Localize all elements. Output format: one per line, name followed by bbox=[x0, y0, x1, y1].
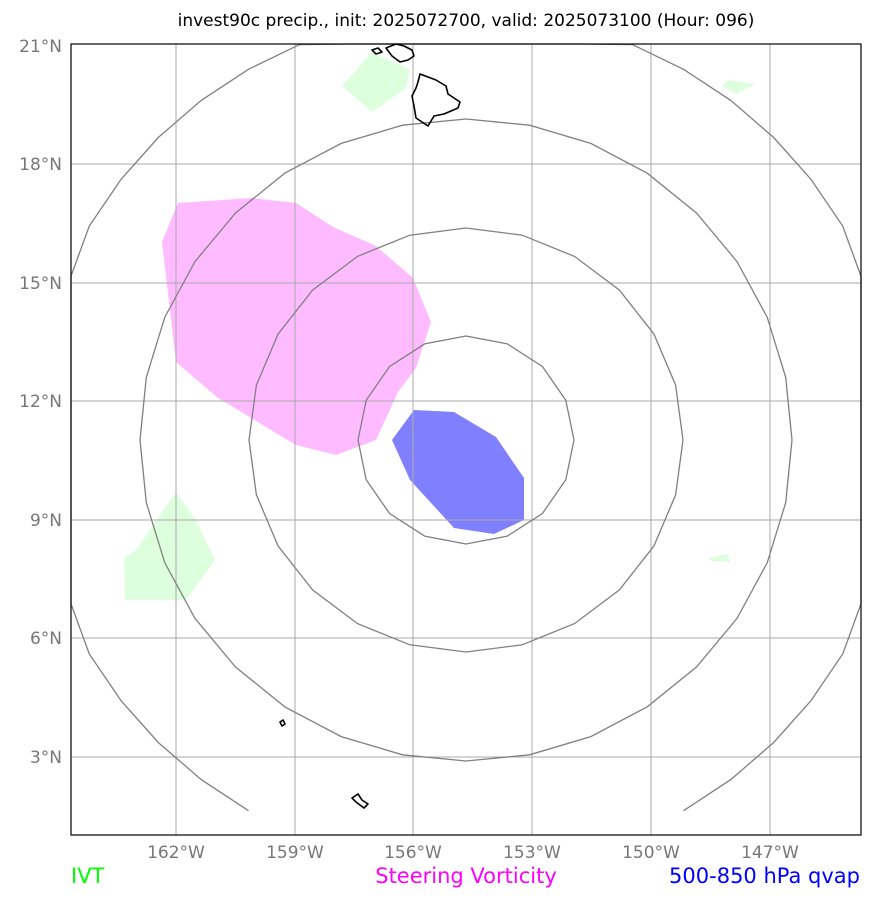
small-atoll-south bbox=[351, 793, 369, 809]
lon-tick-label: 162°W bbox=[147, 843, 205, 863]
latitude-ticks: 21°N 18°N 15°N 12°N 9°N 6°N 3°N bbox=[19, 37, 62, 768]
lon-tick-label: 153°W bbox=[503, 843, 561, 863]
ivt-area-northeast bbox=[722, 80, 755, 94]
legend-qvap: 500-850 hPa qvap bbox=[669, 864, 860, 888]
qvap-area bbox=[392, 410, 524, 534]
hawaii-big-island bbox=[411, 73, 461, 127]
legend-steering-vorticity: Steering Vorticity bbox=[375, 864, 557, 888]
map-frame bbox=[70, 43, 862, 836]
lat-tick-label: 9°N bbox=[30, 511, 62, 531]
ivt-areas bbox=[124, 52, 755, 600]
ivt-area-east bbox=[708, 554, 730, 562]
lon-tick-label: 147°W bbox=[741, 843, 799, 863]
lat-tick-label: 12°N bbox=[19, 392, 62, 412]
steering-vorticity-area bbox=[162, 198, 431, 455]
lat-tick-label: 15°N bbox=[19, 274, 62, 294]
lat-tick-label: 3°N bbox=[30, 748, 62, 768]
range-ring-3 bbox=[139, 118, 793, 762]
lat-tick-label: 18°N bbox=[19, 155, 62, 175]
ivt-area-west bbox=[124, 492, 215, 600]
longitude-ticks: 162°W 159°W 156°W 153°W 150°W 147°W bbox=[147, 843, 799, 863]
lat-tick-label: 21°N bbox=[19, 37, 62, 57]
kahoolawe-island bbox=[371, 47, 383, 55]
maui-island bbox=[385, 43, 415, 63]
range-ring-2 bbox=[248, 227, 684, 653]
map-area bbox=[70, 43, 862, 836]
lon-tick-label: 159°W bbox=[266, 843, 324, 863]
chart-title: invest90c precip., init: 2025072700, val… bbox=[178, 11, 755, 31]
small-atoll-west bbox=[279, 719, 286, 727]
range-ring-1 bbox=[357, 335, 575, 545]
coastlines bbox=[279, 43, 461, 809]
ivt-area-north bbox=[342, 52, 410, 112]
lat-tick-label: 6°N bbox=[30, 629, 62, 649]
legend: IVT Steering Vorticity 500-850 hPa qvap bbox=[71, 864, 860, 888]
lon-tick-label: 156°W bbox=[384, 843, 442, 863]
lon-tick-label: 150°W bbox=[622, 843, 680, 863]
legend-ivt: IVT bbox=[71, 864, 105, 888]
